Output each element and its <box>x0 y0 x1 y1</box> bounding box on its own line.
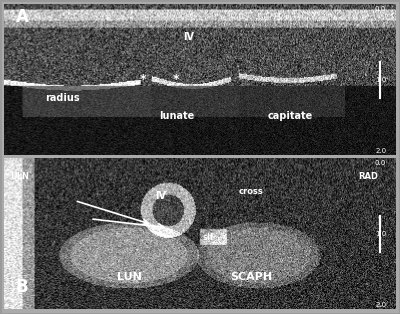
Text: IV: IV <box>183 32 194 42</box>
Text: *: * <box>140 73 146 86</box>
Text: cross: cross <box>238 187 263 196</box>
Text: A: A <box>16 8 29 26</box>
Text: capitate: capitate <box>268 111 313 122</box>
Text: *: * <box>173 73 180 86</box>
Text: sll: sll <box>202 233 213 241</box>
Text: ULN: ULN <box>10 172 29 181</box>
Text: LUN: LUN <box>117 272 142 282</box>
Text: lunate: lunate <box>159 111 194 122</box>
Text: 2.0: 2.0 <box>375 302 386 308</box>
Text: RAD: RAD <box>358 172 378 181</box>
Text: B: B <box>16 278 28 296</box>
Text: 2.0: 2.0 <box>375 149 386 154</box>
Text: radius: radius <box>46 93 80 103</box>
Text: 1.0: 1.0 <box>375 231 386 237</box>
Text: 0.0: 0.0 <box>375 160 386 165</box>
Text: 0.0: 0.0 <box>375 6 386 12</box>
Text: IV: IV <box>155 191 166 201</box>
Text: 1.0: 1.0 <box>375 77 386 83</box>
Text: SCAPH: SCAPH <box>230 272 272 282</box>
